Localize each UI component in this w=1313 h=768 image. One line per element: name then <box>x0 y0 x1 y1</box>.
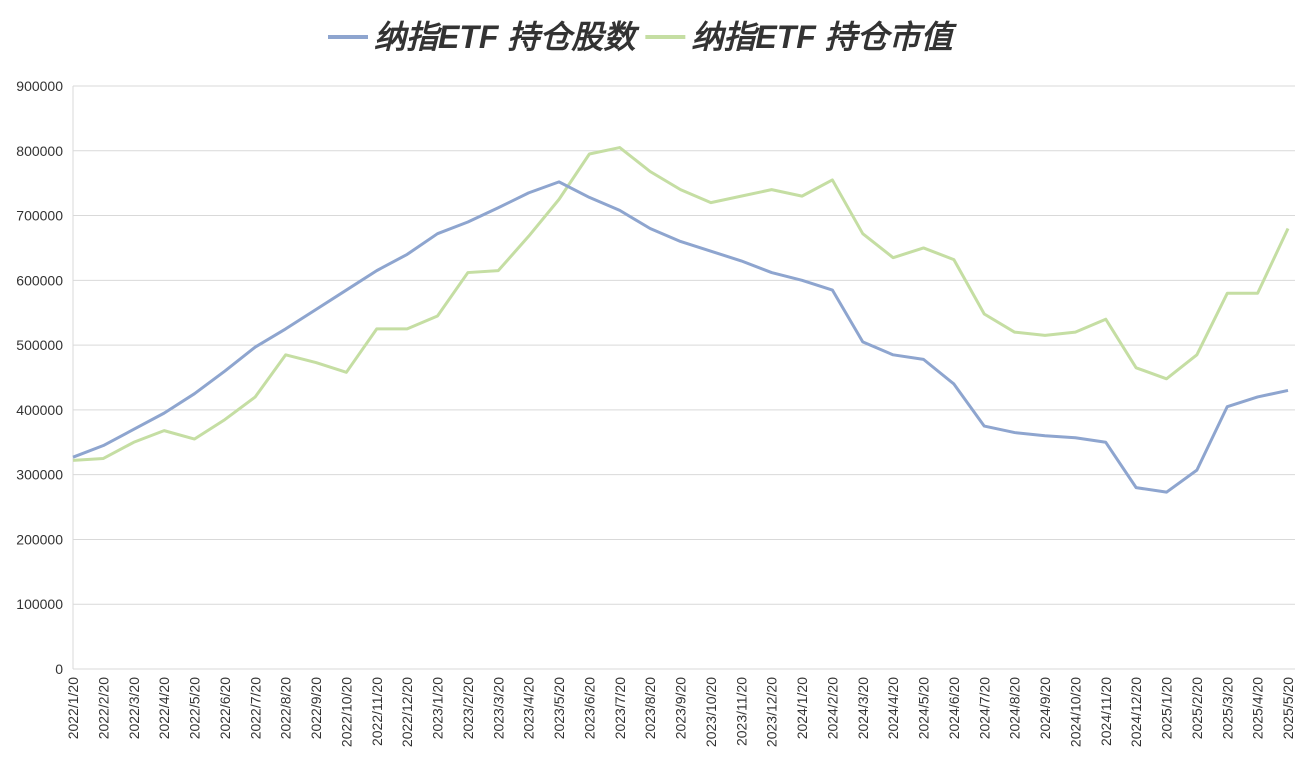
x-tick-label: 2025/4/20 <box>1250 677 1266 739</box>
legend-label: 纳指ETF 持仓市值 <box>691 19 957 55</box>
x-tick-label: 2024/3/20 <box>855 677 871 739</box>
x-tick-label: 2023/11/20 <box>733 677 749 746</box>
x-tick-label: 2023/4/20 <box>521 677 537 739</box>
y-tick-label: 0 <box>55 661 63 677</box>
y-tick-label: 200000 <box>16 531 63 547</box>
x-tick-label: 2024/9/20 <box>1037 677 1053 739</box>
x-tick-label: 2024/8/20 <box>1007 677 1023 739</box>
y-tick-label: 900000 <box>16 78 63 94</box>
x-tick-label: 2023/5/20 <box>551 677 567 739</box>
x-tick-label: 2023/10/20 <box>703 677 719 747</box>
legend-label: 纳指ETF 持仓股数 <box>374 19 640 55</box>
x-tick-label: 2023/9/20 <box>673 677 689 739</box>
series-line <box>72 180 1289 494</box>
y-tick-label: 400000 <box>16 402 63 418</box>
x-tick-label: 2025/3/20 <box>1219 677 1235 739</box>
x-tick-label: 2022/8/20 <box>278 677 294 739</box>
legend: 纳指ETF 持仓股数 纳指ETF 持仓市值 <box>328 19 958 55</box>
x-tick-label: 2022/2/20 <box>95 677 111 739</box>
x-tick-label: 2024/10/20 <box>1067 677 1083 747</box>
x-tick-label: 2024/6/20 <box>946 677 962 739</box>
x-tick-label: 2024/2/20 <box>824 677 840 739</box>
x-tick-label: 2022/6/20 <box>217 677 233 739</box>
x-tick-label: 2022/11/20 <box>369 677 385 746</box>
x-tick-label: 2022/3/20 <box>126 677 142 739</box>
x-tick-label: 2022/9/20 <box>308 677 324 739</box>
x-tick-label: 2023/6/20 <box>581 677 597 739</box>
x-tick-label: 2022/5/20 <box>187 677 203 739</box>
x-tick-label: 2023/3/20 <box>490 677 506 739</box>
x-tick-label: 2023/7/20 <box>612 677 628 739</box>
x-tick-label: 2025/1/20 <box>1159 677 1175 739</box>
x-tick-label: 2022/4/20 <box>156 677 172 739</box>
x-tick-label: 2022/12/20 <box>399 677 415 747</box>
x-tick-label: 2022/1/20 <box>65 677 81 739</box>
x-tick-label: 2023/2/20 <box>460 677 476 739</box>
x-tick-label: 2022/7/20 <box>247 677 263 739</box>
x-tick-label: 2025/2/20 <box>1189 677 1205 739</box>
series-line <box>72 146 1290 462</box>
x-tick-label: 2024/7/20 <box>976 677 992 739</box>
y-tick-label: 100000 <box>16 596 63 612</box>
x-tick-label: 2023/12/20 <box>764 677 780 747</box>
y-tick-label: 800000 <box>16 143 63 159</box>
x-tick-label: 2023/1/20 <box>430 677 446 739</box>
x-tick-label: 2024/12/20 <box>1128 677 1144 747</box>
x-tick-label: 2024/1/20 <box>794 677 810 739</box>
x-tick-label: 2023/8/20 <box>642 677 658 739</box>
y-tick-label: 500000 <box>16 337 63 353</box>
x-tick-label: 2025/5/20 <box>1280 677 1296 739</box>
y-tick-label: 700000 <box>16 208 63 224</box>
x-tick-label: 2024/11/20 <box>1098 677 1114 746</box>
y-tick-label: 300000 <box>16 467 63 483</box>
y-tick-label: 600000 <box>16 272 63 288</box>
x-tick-label: 2024/5/20 <box>916 677 932 739</box>
x-tick-label: 2022/10/20 <box>338 677 354 747</box>
x-tick-label: 2024/4/20 <box>885 677 901 739</box>
